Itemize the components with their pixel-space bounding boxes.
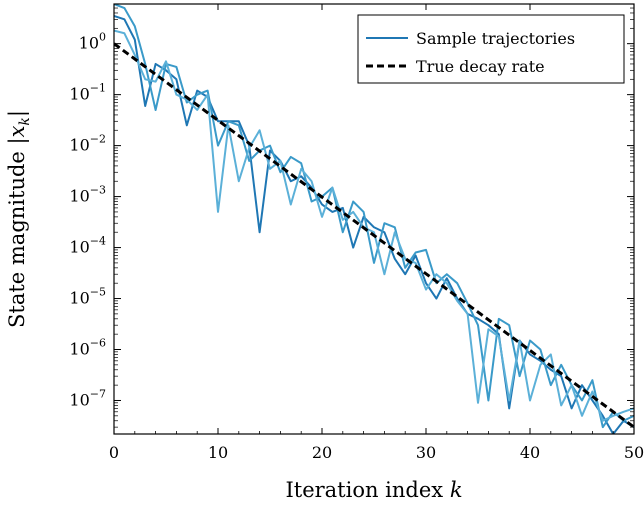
series-layer — [114, 4, 634, 434]
x-axis-label: Iteration index k — [285, 478, 462, 502]
x-tick-label-50: 50 — [624, 443, 644, 462]
true-decay-rate-line — [114, 42, 634, 429]
x-tick-label-20: 20 — [312, 443, 332, 462]
legend-box — [357, 14, 625, 84]
plot-frame — [113, 3, 635, 435]
ticks-layer: 0 10 20 30 40 50 10−7 10−6 10−5 10−4 10−3 10−2 10−1 1… — [69, 4, 644, 462]
x-tick-label-0: 0 — [109, 443, 119, 462]
x-tick-label-10: 10 — [208, 443, 228, 462]
x-axis-label-main: Iteration index — [285, 478, 449, 502]
y-tick-label: 10−7 — [69, 387, 106, 409]
y-tick-label: 10−3 — [69, 184, 106, 206]
legend-label-true-decay-rate: True decay rate — [416, 57, 545, 76]
sample-trajectory-line-2 — [114, 4, 634, 429]
x-axis-label-var: k — [450, 478, 463, 502]
y-tick-label: 10−2 — [69, 133, 106, 155]
y-tick-label: 10−6 — [69, 337, 106, 359]
y-tick-label: 100 — [79, 31, 106, 53]
svg-text:State magnitude |xk|: State magnitude |xk| — [5, 110, 33, 328]
legend: Sample trajectories True decay rate — [357, 14, 625, 84]
legend-label-sample-trajectories: Sample trajectories — [416, 29, 575, 48]
y-tick-label: 10−1 — [69, 82, 106, 104]
sample-trajectory-line-3 — [114, 29, 634, 422]
x-tick-label-40: 40 — [520, 443, 540, 462]
y-tick-label: 10−5 — [69, 286, 106, 308]
y-tick-label: 10−4 — [69, 235, 106, 257]
x-tick-label-30: 30 — [416, 443, 436, 462]
y-axis-label: State magnitude |xk| — [5, 110, 33, 328]
